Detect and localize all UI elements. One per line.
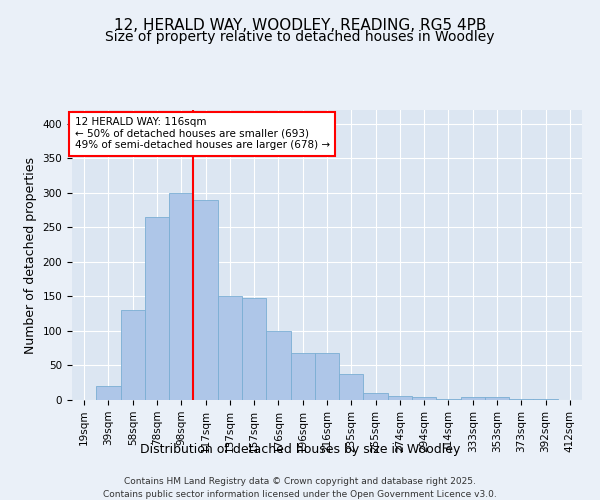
Bar: [412, 396, 436, 400]
Text: Contains HM Land Registry data © Crown copyright and database right 2025.: Contains HM Land Registry data © Crown c…: [124, 478, 476, 486]
Bar: [266, 331, 290, 400]
Text: 12, HERALD WAY, WOODLEY, READING, RG5 4PB: 12, HERALD WAY, WOODLEY, READING, RG5 4P…: [114, 18, 486, 32]
Bar: [218, 296, 242, 400]
Bar: [121, 310, 145, 400]
Bar: [169, 193, 193, 400]
Bar: [96, 386, 121, 400]
Bar: [290, 353, 315, 400]
Bar: [364, 393, 388, 400]
Bar: [315, 353, 339, 400]
Y-axis label: Number of detached properties: Number of detached properties: [24, 156, 37, 354]
Bar: [193, 200, 218, 400]
Bar: [461, 396, 485, 400]
Bar: [145, 217, 169, 400]
Bar: [388, 396, 412, 400]
Bar: [509, 398, 533, 400]
Bar: [485, 396, 509, 400]
Bar: [339, 374, 364, 400]
Bar: [242, 298, 266, 400]
Text: Distribution of detached houses by size in Woodley: Distribution of detached houses by size …: [140, 442, 460, 456]
Text: Size of property relative to detached houses in Woodley: Size of property relative to detached ho…: [105, 30, 495, 44]
Text: Contains public sector information licensed under the Open Government Licence v3: Contains public sector information licen…: [103, 490, 497, 499]
Text: 12 HERALD WAY: 116sqm
← 50% of detached houses are smaller (693)
49% of semi-det: 12 HERALD WAY: 116sqm ← 50% of detached …: [74, 117, 329, 150]
